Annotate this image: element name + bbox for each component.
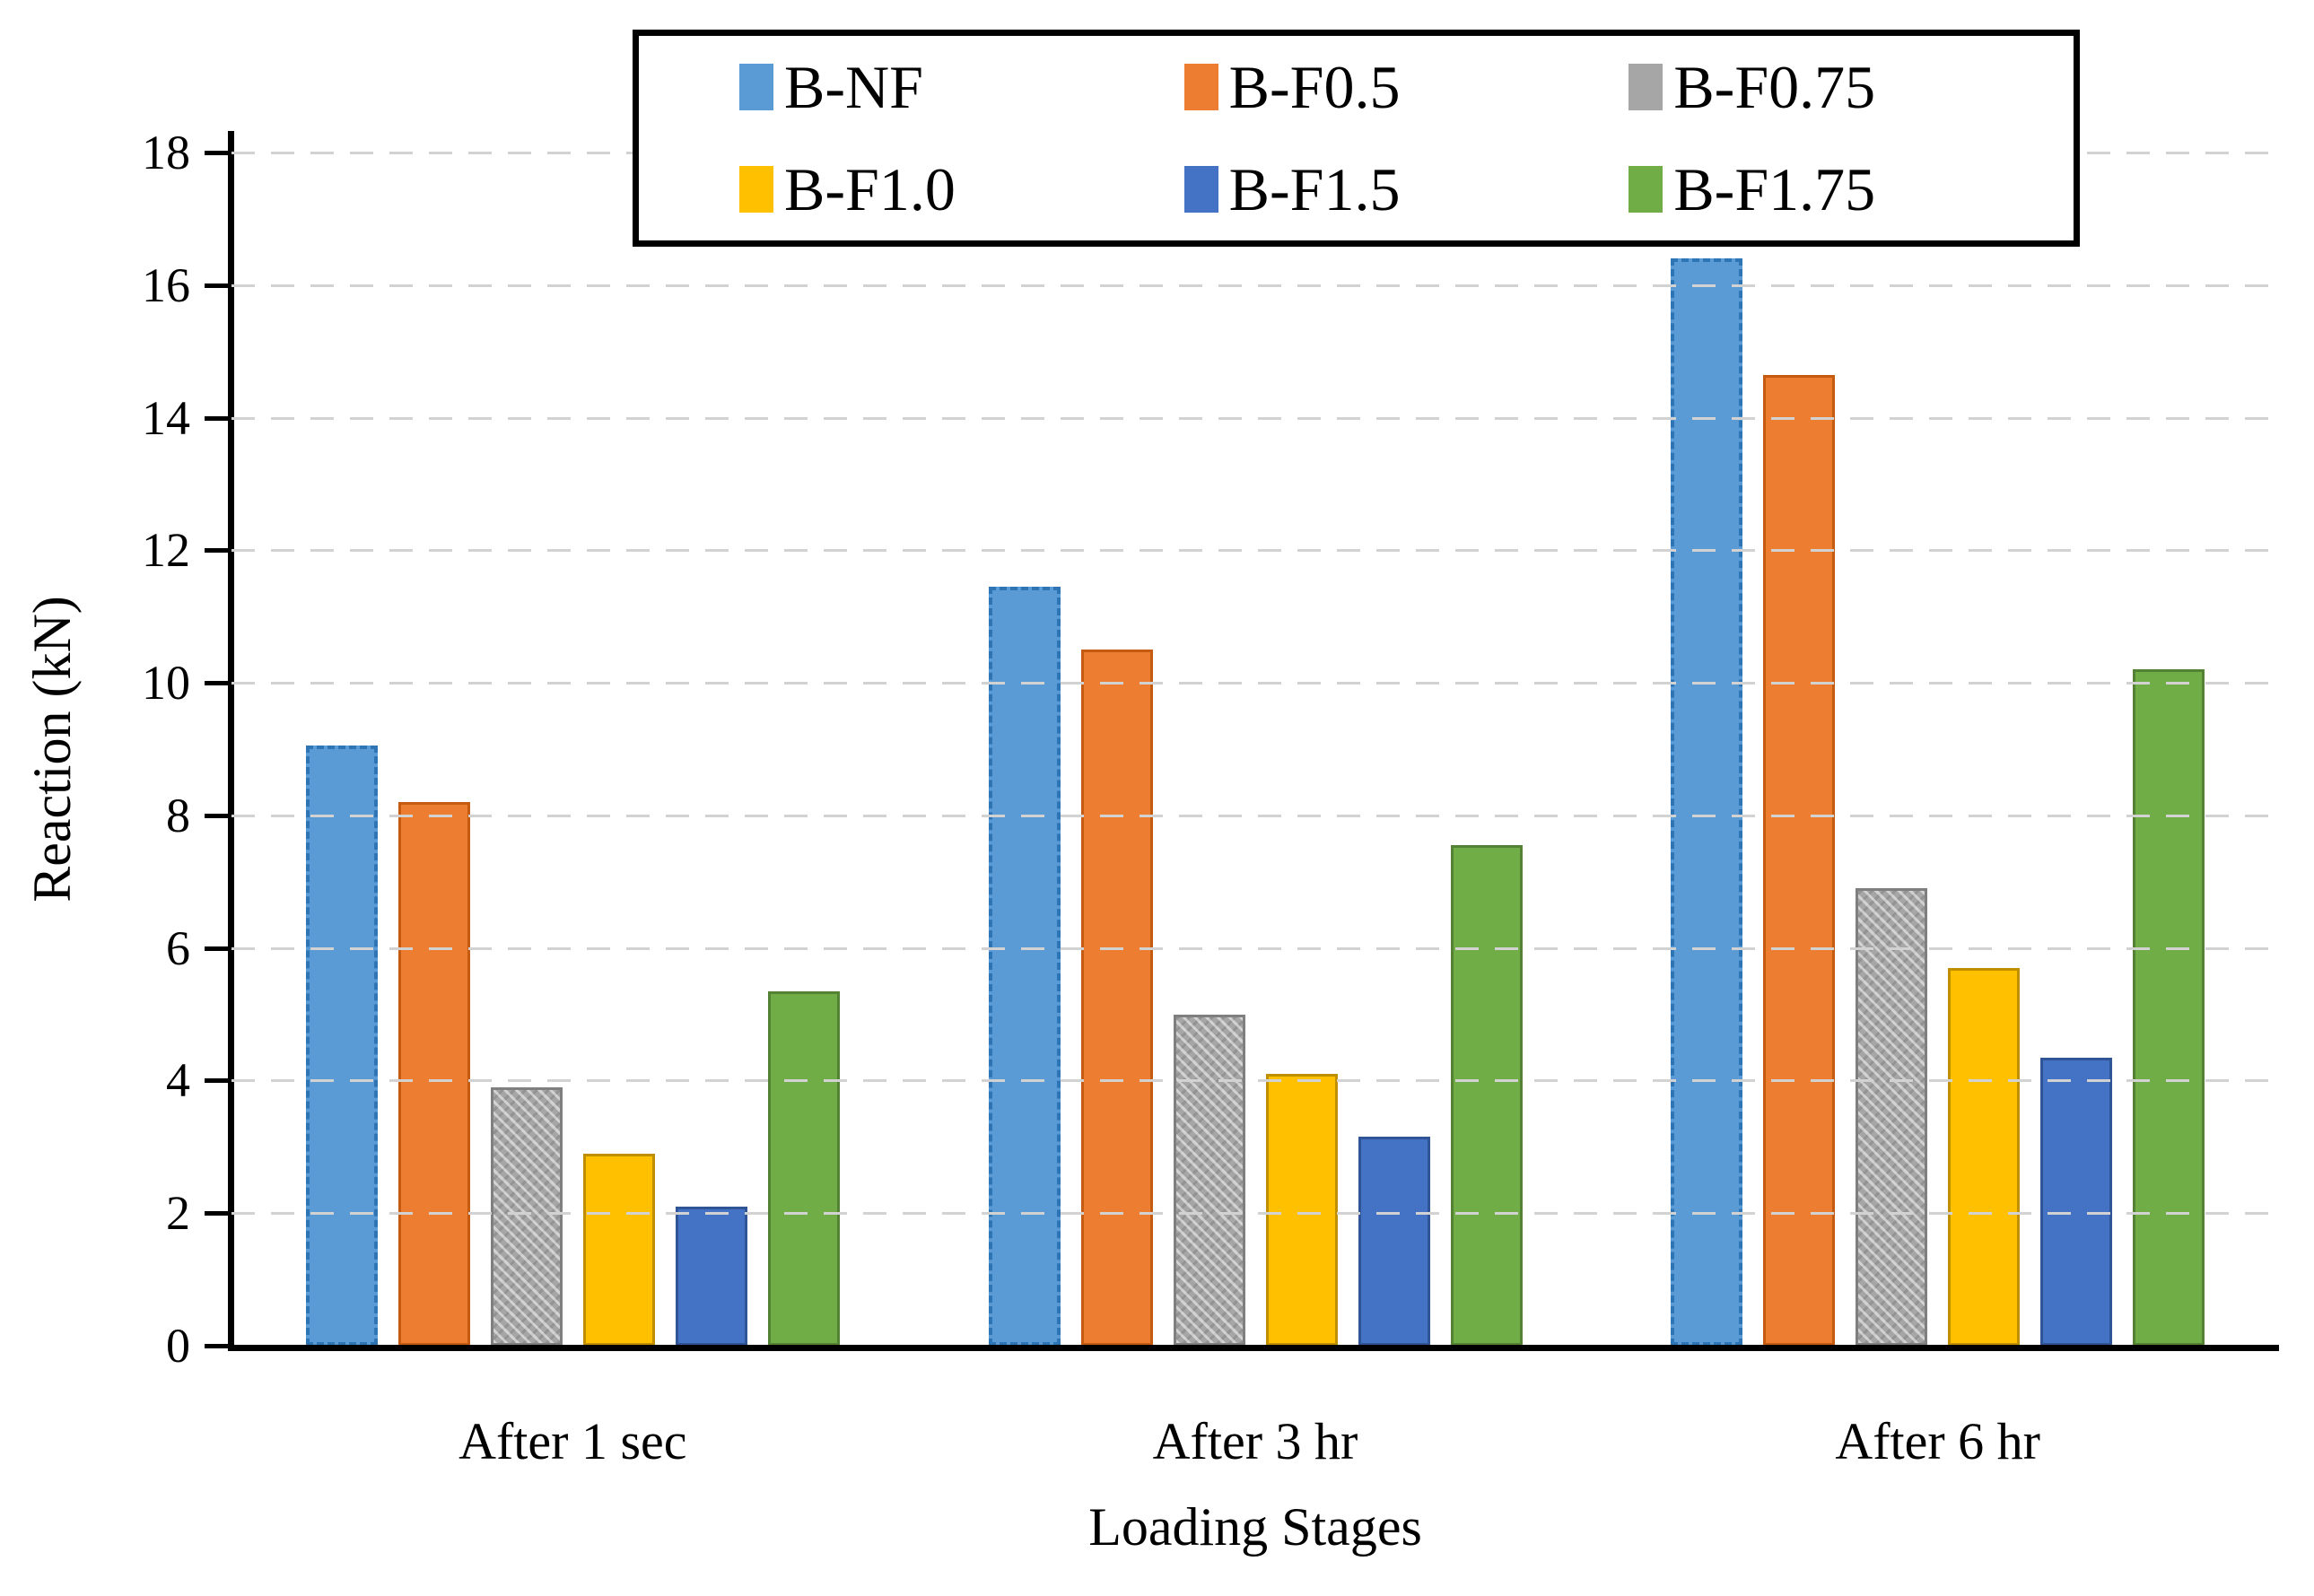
- category-label: After 1 sec: [458, 1412, 687, 1470]
- y-axis-tick: [205, 151, 231, 155]
- y-axis-title: Reaction (kN): [22, 596, 82, 903]
- bar-B-F0.75: [1856, 888, 1928, 1346]
- gridline: [231, 549, 2279, 553]
- gridline: [231, 814, 2279, 817]
- legend-swatch-icon: [739, 166, 773, 213]
- bar-B-F1.75: [2133, 669, 2205, 1346]
- legend-label: B-F1.0: [784, 155, 956, 223]
- y-tick-label: 2: [166, 1186, 190, 1241]
- legend-item-B-F1.5: B-F1.5: [1183, 155, 1629, 223]
- bar-B-NF: [305, 746, 378, 1346]
- y-tick-label: 8: [166, 788, 190, 842]
- y-axis-tick: [205, 1344, 231, 1348]
- legend-label: B-F1.75: [1673, 155, 1876, 223]
- gridline: [231, 1212, 2279, 1216]
- category-label: After 3 hr: [1152, 1412, 1358, 1470]
- legend-item-B-F0.75: B-F0.75: [1629, 57, 2074, 118]
- gridline: [231, 1079, 2279, 1083]
- legend-item-B-F0.5: B-F0.5: [1183, 53, 1629, 121]
- legend-swatch-icon: [1183, 64, 1218, 110]
- legend-label: B-F0.75: [1673, 53, 1876, 121]
- x-axis-line: [228, 1345, 2279, 1351]
- bar-B-F0.5: [1080, 650, 1153, 1346]
- gridline: [231, 946, 2279, 950]
- y-axis-line: [228, 131, 234, 1351]
- legend-item-B-F1.0: B-F1.0: [739, 159, 1184, 220]
- y-axis-tick: [205, 1078, 231, 1084]
- bar-B-F1.75: [1450, 845, 1523, 1346]
- y-tick-label: 4: [166, 1053, 190, 1108]
- gridline: [231, 682, 2279, 685]
- legend-label: B-NF: [784, 53, 923, 121]
- y-tick-label: 10: [142, 656, 190, 711]
- category-label: After 6 hr: [1835, 1412, 2040, 1470]
- legend-swatch-icon: [1629, 64, 1663, 110]
- legend-item-B-NF: B-NF: [739, 57, 1184, 118]
- bar-B-NF: [1671, 258, 1743, 1346]
- bar-B-F1.5: [2040, 1057, 2113, 1346]
- gridline: [231, 416, 2279, 420]
- bar-B-F0.5: [1763, 374, 1836, 1346]
- y-tick-label: 14: [142, 390, 190, 445]
- legend-label: B-F0.5: [1228, 53, 1401, 121]
- bar-B-F0.75: [490, 1086, 563, 1346]
- y-axis-tick: [205, 813, 231, 818]
- bar-B-F1.0: [1948, 967, 2021, 1346]
- y-tick-label: 0: [166, 1319, 190, 1373]
- legend-item-B-F1.75: B-F1.75: [1629, 159, 2074, 220]
- bar-B-F0.75: [1173, 1014, 1245, 1346]
- gridline: [231, 283, 2279, 287]
- y-tick-label: 6: [166, 920, 190, 975]
- legend-swatch-icon: [1629, 166, 1663, 213]
- bar-B-NF: [988, 586, 1061, 1346]
- y-axis-tick: [205, 548, 231, 554]
- x-axis-title: Loading Stages: [1088, 1497, 1422, 1557]
- y-tick-label: 12: [142, 523, 190, 578]
- bar-B-F1.5: [1358, 1137, 1430, 1346]
- y-axis-tick: [205, 283, 231, 288]
- legend-label: B-F1.5: [1228, 155, 1401, 223]
- y-axis-tick: [205, 1211, 231, 1217]
- bar-B-F0.5: [397, 802, 470, 1346]
- bar-B-F1.0: [1265, 1074, 1338, 1346]
- y-axis-tick: [205, 681, 231, 686]
- y-tick-label: 18: [142, 126, 190, 179]
- bar-B-F1.5: [675, 1206, 747, 1346]
- y-tick-label: 16: [142, 257, 190, 312]
- legend-swatch-icon: [739, 64, 773, 110]
- legend: B-NF B-F0.5 B-F0.75 B-F1.0 B-F1.5 B-F1.75: [633, 30, 2080, 247]
- bar-B-F1.0: [582, 1153, 655, 1346]
- bar-B-F1.75: [767, 990, 840, 1346]
- legend-swatch-icon: [1183, 166, 1218, 213]
- y-axis-tick: [205, 415, 231, 421]
- y-axis-tick: [205, 946, 231, 951]
